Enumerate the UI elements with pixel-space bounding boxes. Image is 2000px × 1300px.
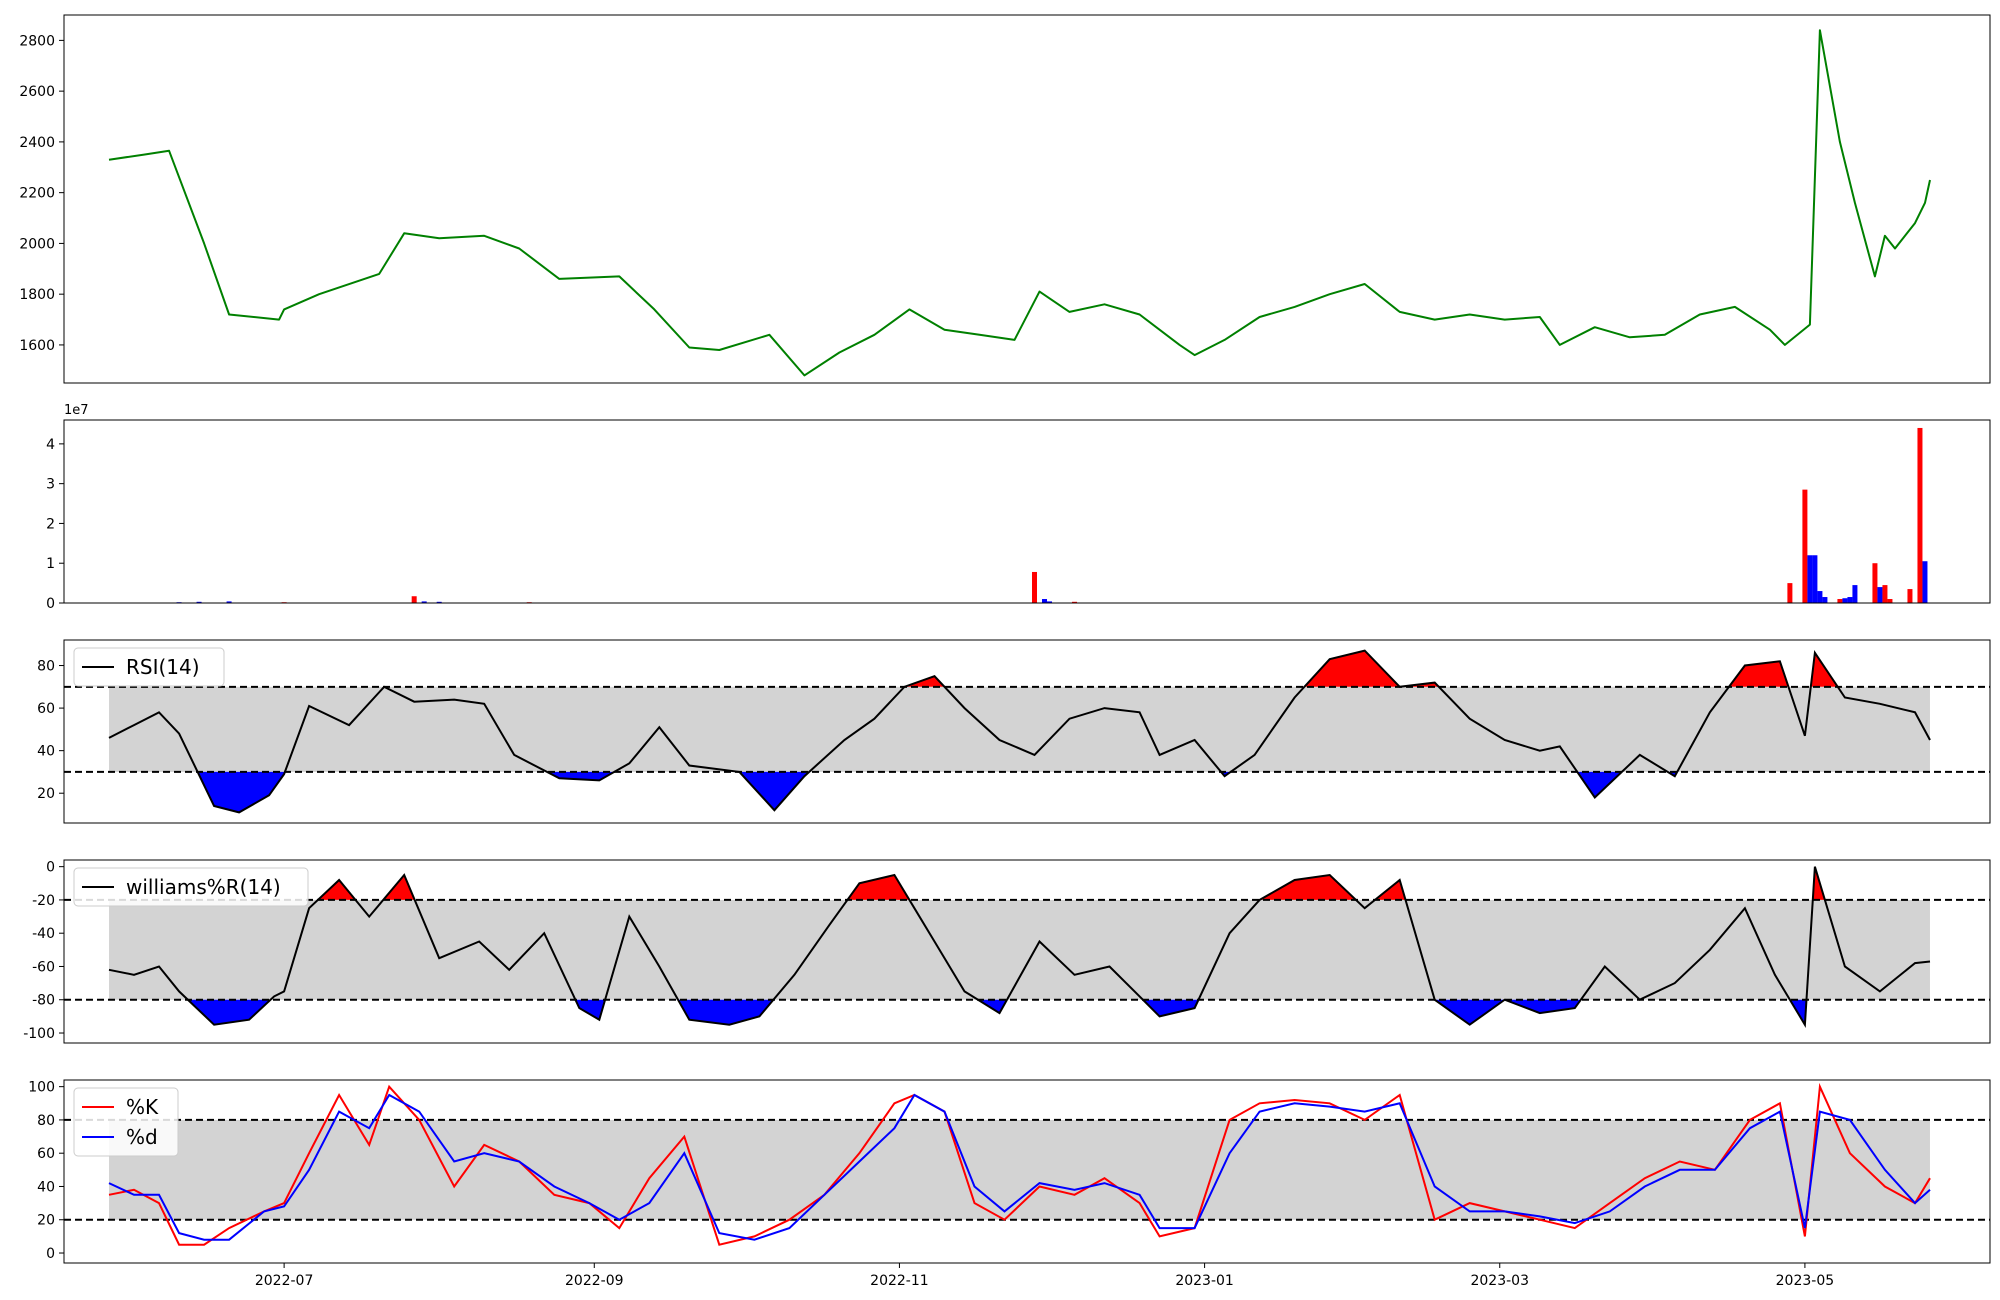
volume-ytick-label: 4 (46, 437, 55, 453)
williams-overbought-zone (383, 875, 415, 900)
stochastic-ytick-label: 40 (37, 1179, 55, 1195)
x-tick-label: 2022-09 (565, 1273, 624, 1289)
williams-legend-box (73, 867, 309, 907)
williams-band (109, 899, 1930, 1000)
x-tick-label: 2023-01 (1175, 1273, 1234, 1289)
volume-bar (226, 601, 232, 603)
williams-overbought-zone (847, 875, 910, 900)
x-tick-label: 2022-07 (255, 1273, 314, 1289)
williams-ytick-label: -80 (32, 993, 55, 1009)
x-tick-label: 2023-05 (1776, 1273, 1835, 1289)
price-ytick-label: 2800 (19, 33, 55, 49)
price-frame (63, 14, 1991, 384)
rsi-ytick-label: 60 (37, 701, 55, 717)
rsi-oversold-zone (739, 771, 810, 811)
rsi-oversold-zone (197, 771, 285, 813)
rsi-legend-label: RSI(14) (126, 655, 200, 679)
volume-ytick-label: 0 (46, 596, 55, 612)
williams-ytick-label: -100 (23, 1026, 55, 1042)
rsi-legend: RSI(14) (73, 647, 225, 687)
volume-bar (1817, 591, 1823, 603)
price-ytick-label: 2000 (19, 236, 55, 252)
rsi-line (108, 649, 1931, 814)
volume-bar (1917, 427, 1923, 603)
williams-frame (63, 859, 1991, 1044)
stochastic-ytick-label: 0 (46, 1246, 55, 1262)
volume-bar (1032, 571, 1038, 603)
volume-bar (1822, 597, 1828, 603)
williams-line (108, 866, 1931, 1028)
volume-bar (1837, 599, 1843, 603)
stochastic-k-line (108, 1082, 1931, 1246)
volume-bar (1882, 585, 1888, 603)
williams-oversold-zone (1434, 999, 1505, 1025)
rsi-ytick-label: 20 (37, 786, 55, 802)
williams-legend-label: williams%R(14) (126, 875, 281, 899)
volume-ytick-label: 3 (46, 477, 55, 493)
stochastic-ytick-label: 20 (37, 1213, 55, 1229)
williams-ytick-label: -40 (32, 926, 55, 942)
volume-bar (1842, 598, 1848, 603)
x-tick-label: 2023-03 (1470, 1273, 1529, 1289)
stochastic-legend: %K %d (73, 1087, 179, 1157)
volume-bar (1872, 563, 1878, 603)
rsi-ytick-label: 40 (37, 744, 55, 760)
volume-bar (411, 596, 417, 603)
volume-bar (1812, 555, 1818, 603)
price-ytick-label: 2200 (19, 186, 55, 202)
rsi-overbought-zone (1304, 650, 1400, 687)
williams-oversold-zone (1504, 999, 1581, 1014)
stochastic-d-line (108, 1093, 1931, 1241)
volume-bar (1802, 489, 1808, 603)
x-tick-label: 2022-11 (870, 1273, 929, 1289)
williams-ytick-label: 0 (46, 860, 55, 876)
volume-bar (1072, 601, 1078, 603)
stochastic-legend-box (73, 1087, 179, 1157)
volume-bar (421, 601, 427, 603)
williams-legend: williams%R(14) (73, 867, 309, 907)
rsi-ytick-label: 80 (37, 659, 55, 675)
williams-overbought-zone (318, 880, 356, 900)
volume-bar (196, 601, 202, 603)
volume-bar (1877, 587, 1883, 603)
volume-bar (1907, 589, 1913, 603)
rsi-legend-box (73, 647, 225, 687)
price-ytick-label: 1600 (19, 338, 55, 354)
stochastic-ytick-label: 100 (28, 1080, 55, 1096)
price-ytick-label: 2600 (19, 84, 55, 100)
volume-scale-label: 1e7 (64, 403, 89, 418)
volume-bar (1922, 561, 1928, 603)
volume-bar (1887, 599, 1893, 603)
volume-bar (1852, 585, 1858, 603)
volume-bar (436, 601, 442, 603)
stochastic-frame (63, 1079, 1991, 1264)
stochastic-ytick-label: 60 (37, 1146, 55, 1162)
price-ytick-label: 2400 (19, 135, 55, 151)
volume-frame (63, 419, 1991, 604)
williams-ytick-label: -20 (32, 893, 55, 909)
rsi-oversold-zone (1577, 771, 1622, 798)
volume-ytick-label: 2 (46, 516, 55, 532)
stochastic-legend-label: %K (126, 1095, 159, 1119)
williams-oversold-zone (575, 999, 606, 1020)
volume-bar (1787, 583, 1793, 603)
price-line (108, 29, 1931, 377)
stochastic-ytick-label: 80 (37, 1113, 55, 1129)
volume-ytick-label: 1 (46, 556, 55, 572)
volume-bar (1047, 601, 1053, 603)
stochastic-band (109, 1119, 1930, 1220)
volume-bar (1042, 599, 1048, 603)
williams-overbought-zone (1259, 875, 1356, 900)
price-ytick-label: 1800 (19, 287, 55, 303)
stochastic-legend-label: %d (126, 1125, 158, 1149)
rsi-frame (63, 639, 1991, 824)
volume-bar (1807, 555, 1813, 603)
williams-ytick-label: -60 (32, 959, 55, 975)
rsi-band (109, 686, 1930, 772)
volume-bar (1847, 597, 1853, 603)
